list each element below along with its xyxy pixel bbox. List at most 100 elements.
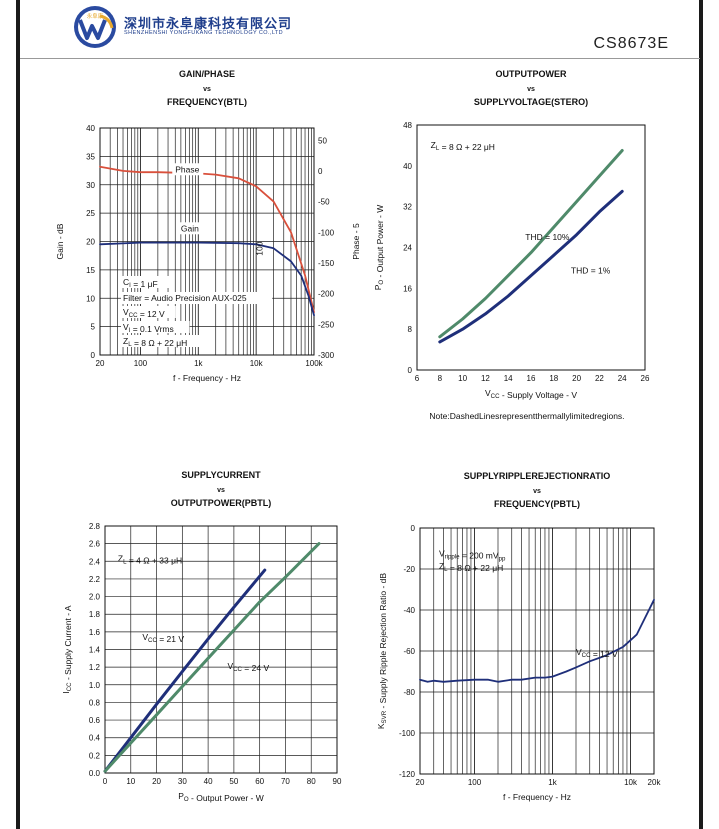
y-tick-label: 2.0 — [89, 593, 101, 602]
chart-title: FREQUENCY(PBTL) — [494, 499, 580, 509]
x-axis-label: f - Frequency - Hz — [503, 792, 571, 802]
x-tick-label: 10k — [250, 359, 264, 368]
y-tick-label: 1.4 — [89, 646, 101, 655]
x-tick-label: 30 — [178, 777, 187, 786]
y-tick-label: 48 — [403, 121, 412, 130]
y-tick-label: 0.0 — [89, 769, 101, 778]
y2-tick-label: -150 — [318, 259, 335, 268]
legend-background — [121, 306, 176, 318]
series-line — [103, 542, 321, 773]
chart-title: OUTPUTPOWER(PBTL) — [171, 498, 272, 508]
legend-background — [121, 335, 204, 347]
y2-tick-label: -250 — [318, 320, 335, 329]
chart-title: FREQUENCY(BTL) — [167, 97, 247, 107]
legend-entry: VI = 0.1 Vrms — [123, 322, 174, 334]
chart-annotation: THD = 1% — [571, 266, 611, 276]
page-header: 永阜康 深圳市永阜康科技有限公司 SHENZHENSHI YONGFUKANG … — [0, 0, 719, 60]
x-tick-label: 40 — [204, 777, 213, 786]
x-axis-label: f - Frequency - Hz — [173, 373, 241, 383]
y-tick-label: 2.2 — [89, 575, 101, 584]
x-tick-label: 90 — [333, 777, 342, 786]
logo-text: 永阜康 — [87, 12, 104, 20]
y-tick-label: 0.2 — [89, 751, 101, 760]
y-tick-label: 40 — [403, 162, 412, 171]
chart-annotation: 100 — [255, 241, 265, 255]
y2-tick-label: 50 — [318, 136, 327, 145]
right-border — [699, 0, 703, 829]
y-tick-label: 0.8 — [89, 698, 101, 707]
y-tick-label: 1.2 — [89, 663, 101, 672]
y-tick-label: -100 — [399, 729, 416, 738]
x-tick-label: 26 — [641, 374, 650, 383]
chart-title: vs — [527, 86, 535, 93]
chart-title: vs — [217, 487, 225, 494]
chart-title: OUTPUTPOWER — [496, 69, 567, 79]
chart-annotation: ZL = 8 Ω + 22 μH — [439, 561, 503, 573]
x-axis-label: PO - Output Power - W — [178, 791, 264, 803]
legend-entry: CI = 1 μF — [123, 277, 158, 289]
y-tick-label: 32 — [403, 203, 412, 212]
header-divider — [20, 58, 700, 59]
y-tick-label: 20 — [86, 238, 95, 247]
x-tick-label: 8 — [438, 374, 443, 383]
x-tick-label: 12 — [481, 374, 490, 383]
x-tick-label: 20k — [648, 778, 662, 787]
y-axis-label: KSVR - Supply Ripple Rejection Ratio - d… — [376, 573, 388, 730]
footnote: Note:DashedLinesrepresentthermallylimite… — [429, 411, 624, 421]
legend-entry: ZL = 8 Ω + 22 μH — [123, 336, 187, 348]
x-tick-label: 80 — [307, 777, 316, 786]
legend-background — [121, 276, 171, 288]
y-tick-label: 2.4 — [89, 557, 101, 566]
x-tick-label: 24 — [618, 374, 627, 383]
x-tick-label: 6 — [415, 374, 420, 383]
chart-annotation: ZL = 4 Ω + 33 μH — [118, 553, 182, 565]
x-tick-label: 20 — [152, 777, 161, 786]
y-tick-label: -60 — [403, 647, 415, 656]
x-axis-label: VCC - Supply Voltage - V — [485, 388, 577, 400]
company-name-en: SHENZHENSHI YONGFUKANG TECHNOLOGY CO.,LT… — [124, 30, 284, 36]
legend-background — [121, 321, 190, 333]
x-tick-label: 10 — [126, 777, 135, 786]
y2-tick-label: -100 — [318, 228, 335, 237]
chart-annotation: VCC = 21 V — [142, 632, 184, 644]
y-tick-label: 10 — [86, 294, 95, 303]
x-tick-label: 50 — [229, 777, 238, 786]
chart-title: vs — [533, 488, 541, 495]
y-tick-label: 15 — [86, 266, 95, 275]
label-background — [177, 222, 204, 235]
y-tick-label: 0.4 — [89, 734, 101, 743]
y-tick-label: 2.6 — [89, 540, 101, 549]
y-axis-label: PO - Output Power - W — [373, 205, 385, 291]
chart-annotation: ZL = 8 Ω + 22 μH — [431, 140, 495, 152]
legend-entry: Filter = Audio Precision AUX-025 — [123, 293, 247, 303]
x-tick-label: 100k — [305, 359, 323, 368]
y-tick-label: 0 — [408, 366, 413, 375]
chart-title: SUPPLYRIPPLEREJECTIONRATIO — [464, 471, 611, 481]
x-tick-label: 1k — [194, 359, 203, 368]
chart-title: SUPPLYCURRENT — [181, 470, 261, 480]
chart-title: SUPPLYVOLTAGE(STERO) — [474, 97, 588, 107]
company-logo-icon: 永阜康 — [74, 6, 116, 48]
series-line — [99, 165, 315, 314]
y-tick-label: 0 — [91, 351, 96, 360]
label-background — [172, 163, 204, 176]
company-name-cn: 深圳市永阜康科技有限公司 — [124, 16, 293, 31]
y-tick-label: 2.8 — [89, 522, 101, 531]
plot-frame — [419, 527, 655, 775]
y2-tick-label: -300 — [318, 351, 335, 360]
y-tick-label: 24 — [403, 244, 412, 253]
chart-annotation: VCC = 12 V — [576, 647, 618, 659]
x-tick-label: 100 — [134, 359, 148, 368]
x-tick-label: 22 — [595, 374, 604, 383]
y-tick-label: 1.8 — [89, 610, 101, 619]
y-tick-label: -20 — [403, 565, 415, 574]
y-tick-label: 25 — [86, 209, 95, 218]
x-tick-label: 10 — [458, 374, 467, 383]
x-tick-label: 16 — [527, 374, 536, 383]
y2-tick-label: 0 — [318, 167, 323, 176]
plot-frame — [104, 525, 338, 774]
y-tick-label: -120 — [399, 770, 416, 779]
y2-tick-label: -50 — [318, 198, 330, 207]
plot-frame — [99, 127, 315, 356]
x-tick-label: 60 — [255, 777, 264, 786]
